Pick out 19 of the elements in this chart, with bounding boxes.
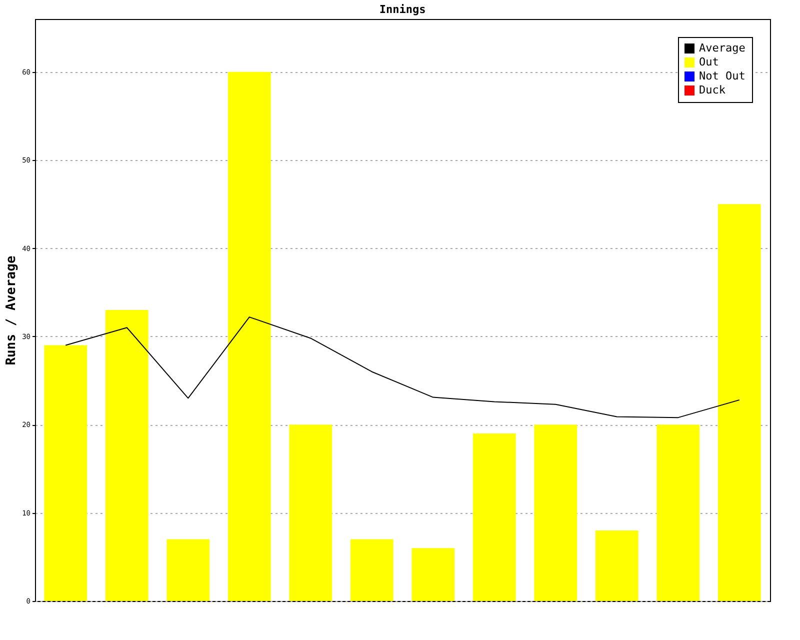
bar [534, 424, 578, 601]
y-axis-title: Runs / Average [4, 256, 20, 366]
legend-label: Average [699, 42, 746, 54]
bar [166, 539, 210, 601]
bar [289, 424, 332, 601]
line-series [65, 316, 740, 418]
chart-title: Innings [379, 3, 426, 16]
bar [412, 548, 455, 601]
legend-label: Not Out [699, 70, 746, 82]
bar [350, 539, 394, 601]
bar [718, 204, 761, 601]
bar [595, 530, 638, 601]
bar [105, 310, 148, 601]
bar [472, 433, 516, 601]
bar [656, 424, 700, 601]
legend-label: Out [699, 56, 719, 68]
bar [228, 72, 271, 601]
legend-label: Duck [699, 84, 726, 96]
bar [44, 345, 88, 601]
